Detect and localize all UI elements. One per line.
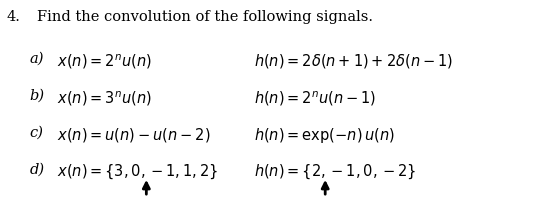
Text: b): b): [30, 89, 45, 103]
Text: a): a): [30, 52, 44, 66]
Text: $x(n) = 3^n u(n)$: $x(n) = 3^n u(n)$: [57, 89, 152, 108]
Text: Find the convolution of the following signals.: Find the convolution of the following si…: [37, 10, 373, 24]
Text: c): c): [30, 126, 44, 140]
Text: d): d): [30, 163, 45, 177]
Text: $x(n) = u(n) - u(n-2)$: $x(n) = u(n) - u(n-2)$: [57, 126, 210, 144]
Text: 4.: 4.: [7, 10, 21, 24]
Text: $h(n) = \{2, -1, 0, -2\}$: $h(n) = \{2, -1, 0, -2\}$: [254, 163, 416, 181]
Text: $x(n) = \{3, 0, -1, 1, 2\}$: $x(n) = \{3, 0, -1, 1, 2\}$: [57, 163, 218, 181]
Text: $h(n) = \exp(-n)\,u(n)$: $h(n) = \exp(-n)\,u(n)$: [254, 126, 395, 145]
Text: $h(n) = 2\delta(n+1) + 2\delta(n-1)$: $h(n) = 2\delta(n+1) + 2\delta(n-1)$: [254, 52, 453, 70]
Text: $x(n) = 2^n u(n)$: $x(n) = 2^n u(n)$: [57, 52, 152, 71]
Text: $h(n) = 2^n u(n-1)$: $h(n) = 2^n u(n-1)$: [254, 89, 376, 108]
